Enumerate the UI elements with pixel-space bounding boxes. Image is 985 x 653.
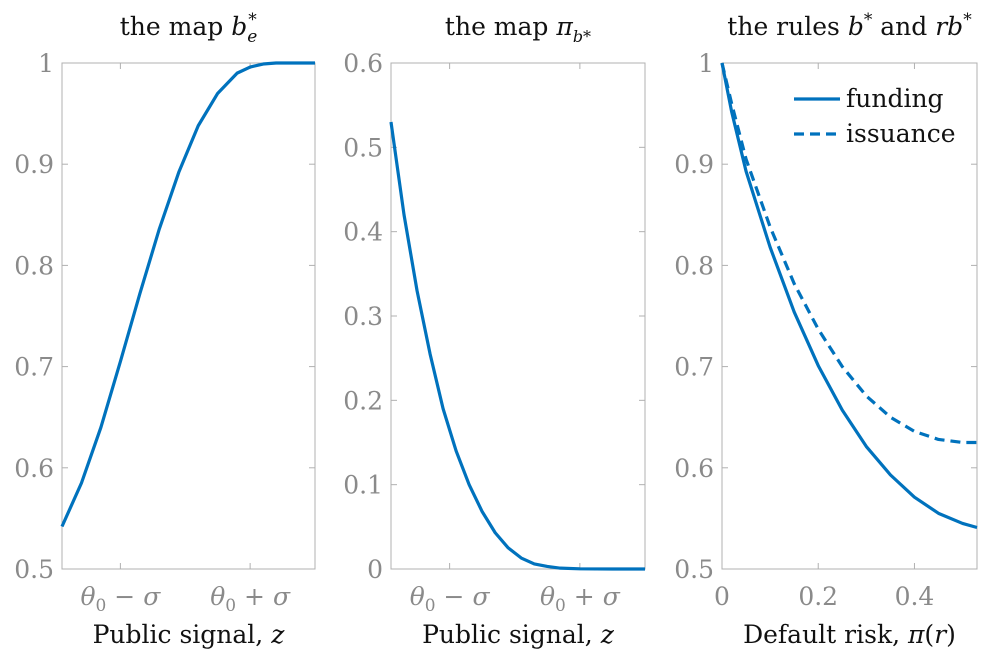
x-axis-label: Default risk, π(r) xyxy=(743,620,956,649)
x-tick-label: θ0 − σ xyxy=(80,582,161,616)
series-line-series-1 xyxy=(389,121,645,571)
y-tick-label: 0.7 xyxy=(14,353,54,382)
y-tick-label: 0.7 xyxy=(674,353,714,382)
series-line-issuance xyxy=(720,62,977,445)
legend: funding issuance xyxy=(794,84,956,148)
x-tick-label: θ0 − σ xyxy=(410,582,491,616)
panel-title: the map be* xyxy=(120,10,258,47)
legend-label-funding: funding xyxy=(846,84,944,113)
chart-panel-2: 0 0.1 0.2 0.3 0.4 0.5 0.6 θ0 − σ θ0 + σ the map π… xyxy=(343,12,646,649)
y-tick-label: 0 xyxy=(367,555,383,584)
y-tick-label: 0.9 xyxy=(674,150,714,179)
y-tick-label: 1 xyxy=(698,49,714,78)
axes-box xyxy=(61,62,316,570)
x-axis-label: Public signal, z xyxy=(93,620,286,649)
y-tick-label: 0.8 xyxy=(14,251,54,280)
panel-title: the rules b* and rb* xyxy=(727,10,972,41)
y-tick-label: 0.8 xyxy=(674,251,714,280)
series-line-series-1 xyxy=(60,61,315,528)
x-axis-label: Public signal, z xyxy=(422,620,615,649)
y-tick-label: 0.1 xyxy=(343,471,383,500)
y-tick-label: 1 xyxy=(38,49,54,78)
y-tick-label: 0.5 xyxy=(343,133,383,162)
y-tick-label: 0.5 xyxy=(14,555,54,584)
x-tick-label: θ0 + σ xyxy=(540,582,621,616)
y-tick-label: 0.3 xyxy=(343,302,383,331)
x-tick-label: θ0 + σ xyxy=(210,582,291,616)
axes-box xyxy=(390,62,646,570)
y-tick-label: 0.5 xyxy=(674,555,714,584)
x-tick-label: 0.2 xyxy=(798,582,838,611)
series-line-funding xyxy=(720,62,978,530)
chart-panel-1: 0.5 0.6 0.7 0.8 0.9 1 θ0 − σ θ0 + σ the map be* P… xyxy=(14,10,316,649)
y-tick-label: 0.6 xyxy=(343,49,383,78)
y-tick-label: 0.9 xyxy=(14,150,54,179)
chart-panel-3: 0.5 0.6 0.7 0.8 0.9 1 0 0.2 0.4 the rules b* and … xyxy=(674,10,978,649)
panel-title: the map πb* xyxy=(445,12,591,46)
y-tick-label: 0.6 xyxy=(674,454,714,483)
x-tick-label: 0.4 xyxy=(895,582,935,611)
y-tick-label: 0.6 xyxy=(14,454,54,483)
y-tick-label: 0.4 xyxy=(343,218,383,247)
x-tick-label: 0 xyxy=(714,582,730,611)
legend-label-issuance: issuance xyxy=(846,119,956,148)
y-tick-label: 0.2 xyxy=(343,386,383,415)
axes-box xyxy=(721,62,978,570)
